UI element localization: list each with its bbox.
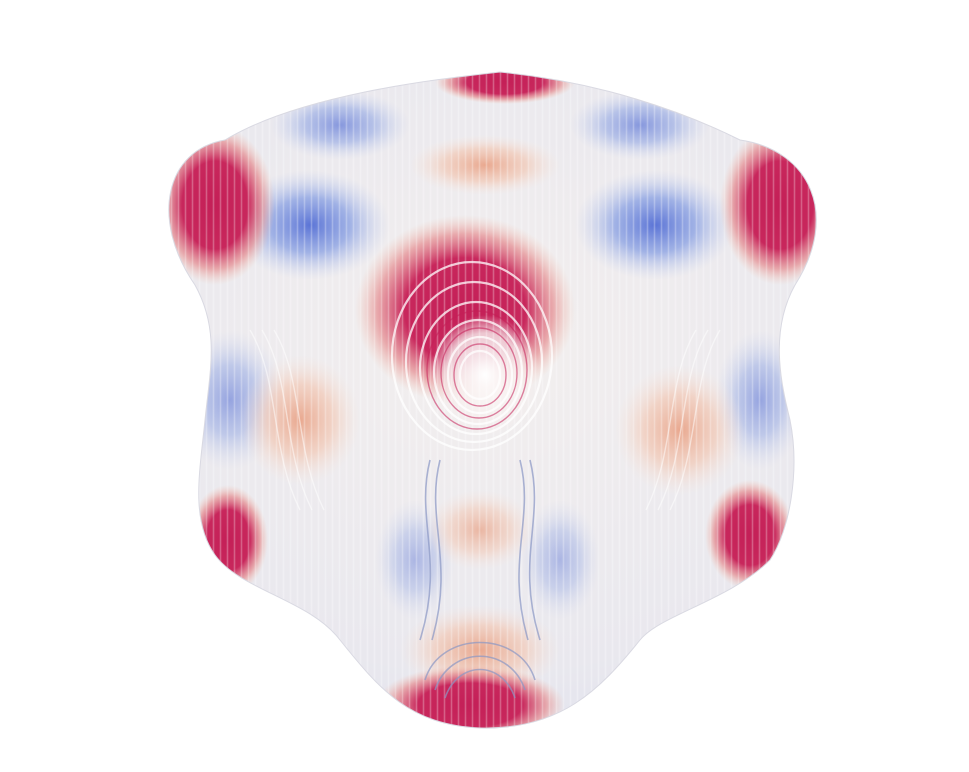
surface-outline (168, 71, 817, 729)
contour-rings (390, 260, 554, 452)
lower-contours (419, 459, 541, 699)
